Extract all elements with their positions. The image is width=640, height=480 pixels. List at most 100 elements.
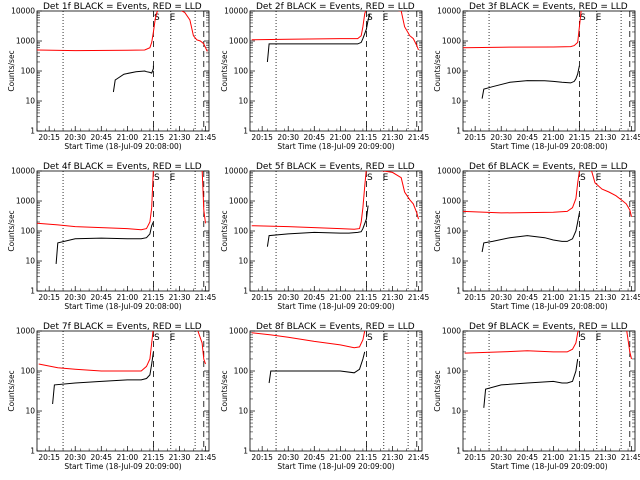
chart-panel-6: Det 6f BLACK = Events, RED = LLD 1 10 100 10… [433,162,640,311]
series-lld [463,171,632,217]
y-tick-label: 10000 [224,7,248,16]
y-tick-label: 1 [456,287,461,296]
y-axis-label: Counts/sec [220,210,229,251]
marker-s: S [154,333,160,343]
chart-title: Det 9f BLACK = Events, RED = LLD [469,322,628,332]
x-tick-label: 20:30 [64,133,86,142]
x-axis-label: Start Time (18-Jul-09 20:09:00) [490,462,607,471]
x-tick-label: 21:15 [143,133,165,142]
series-events [112,65,154,93]
y-tick-label: 1 [456,447,461,456]
series-events [55,221,154,264]
chart-title: Det 1f BLACK = Events, RED = LLD [43,2,202,12]
y-axis-label: Counts/sec [7,50,16,91]
y-tick-label: 10 [25,97,35,106]
chart-panel-3: Det 3f BLACK = Events, RED = LLD 1 10 100 10… [433,2,640,151]
y-axis-label: Counts/sec [220,370,229,411]
x-tick-label: 20:45 [303,133,325,142]
chart-title: Det 6f BLACK = Events, RED = LLD [469,162,628,172]
marker-e: E [170,333,176,343]
chart-panel-9: Det 9f BLACK = Events, RED = LLD 1 10 100 10… [433,322,640,471]
x-axis-label: Start Time (18-Jul-09 20:09:00) [277,142,394,151]
x-tick-label: 20:45 [516,133,538,142]
chart-title: Det 7f BLACK = Events, RED = LLD [43,322,202,332]
x-tick-label: 21:45 [195,453,217,462]
x-tick-label: 21:15 [143,453,165,462]
x-tick-label: 21:45 [195,133,217,142]
x-tick-label: 20:30 [490,133,512,142]
chart-title: Det 5f BLACK = Events, RED = LLD [256,162,415,172]
x-tick-label: 20:15 [38,133,60,142]
x-tick-label: 20:30 [490,293,512,302]
series-lld [251,11,419,51]
plot-frame [462,330,636,452]
chart-panel-7: Det 7f BLACK = Events, RED = LLD 1 10 100 10… [7,322,217,471]
x-tick-label: 20:15 [251,293,273,302]
x-tick-label: 21:00 [543,133,565,142]
x-tick-label: 21:00 [330,133,352,142]
y-tick-label: 1 [243,447,248,456]
series-events [481,65,580,99]
y-tick-label: 1 [30,447,35,456]
marker-e: E [596,333,602,343]
series-lld [464,331,632,360]
x-tick-label: 20:45 [516,293,538,302]
y-tick-label: 10000 [11,7,35,16]
x-tick-label: 20:30 [277,133,299,142]
y-tick-label: 1000 [229,37,248,46]
x-tick-label: 21:45 [621,293,640,302]
series-lld [37,11,208,52]
x-tick-label: 21:15 [143,293,165,302]
y-tick-label: 1 [30,127,35,136]
marker-s: S [367,333,373,343]
y-tick-label: 10000 [437,167,461,176]
y-axis-label: Counts/sec [433,370,442,411]
x-tick-label: 20:30 [490,453,512,462]
x-tick-label: 21:00 [117,293,139,302]
x-tick-label: 21:00 [330,293,352,302]
series-events [481,212,580,253]
x-tick-label: 21:45 [195,293,217,302]
chart-panel-2: Det 2f BLACK = Events, RED = LLD 1 10 100 10… [220,2,430,151]
marker-e: E [596,13,602,23]
x-tick-label: 21:15 [569,133,591,142]
chart-panel-8: Det 8f BLACK = Events, RED = LLD 1 10 100 10… [220,322,430,471]
x-tick-label: 21:45 [621,133,640,142]
x-axis-label: Start Time (18-Jul-09 20:09:00) [277,302,394,311]
x-tick-label: 20:30 [64,453,86,462]
y-tick-label: 10000 [11,167,35,176]
y-tick-label: 100 [234,67,249,76]
y-tick-label: 100 [234,367,249,376]
y-tick-label: 1 [30,287,35,296]
x-tick-label: 20:30 [277,453,299,462]
x-tick-label: 21:15 [356,453,378,462]
y-axis-label: Counts/sec [7,210,16,251]
y-tick-label: 10 [238,407,248,416]
x-tick-label: 21:45 [408,453,430,462]
x-tick-label: 20:15 [251,453,273,462]
y-axis-label: Counts/sec [220,50,229,91]
y-tick-label: 10 [25,257,35,266]
x-tick-label: 21:30 [169,133,191,142]
marker-e: E [383,173,389,183]
x-tick-label: 21:00 [117,453,139,462]
x-tick-label: 20:30 [64,293,86,302]
marker-s: S [367,13,373,23]
y-tick-label: 1000 [16,37,35,46]
x-tick-label: 20:45 [303,293,325,302]
x-axis-label: Start Time (18-Jul-09 20:08:00) [64,142,181,151]
series-events [52,351,154,405]
x-tick-label: 21:45 [408,293,430,302]
series-lld [38,331,206,372]
x-tick-label: 21:15 [356,133,378,142]
y-tick-label: 10 [451,97,461,106]
y-tick-label: 1 [243,127,248,136]
series-lld [251,331,366,349]
x-tick-label: 21:30 [169,453,191,462]
x-tick-label: 20:45 [90,293,112,302]
marker-s: S [580,173,586,183]
chart-title: Det 2f BLACK = Events, RED = LLD [256,2,415,12]
x-tick-label: 20:15 [464,133,486,142]
x-tick-label: 20:45 [516,453,538,462]
series-events [266,205,369,247]
